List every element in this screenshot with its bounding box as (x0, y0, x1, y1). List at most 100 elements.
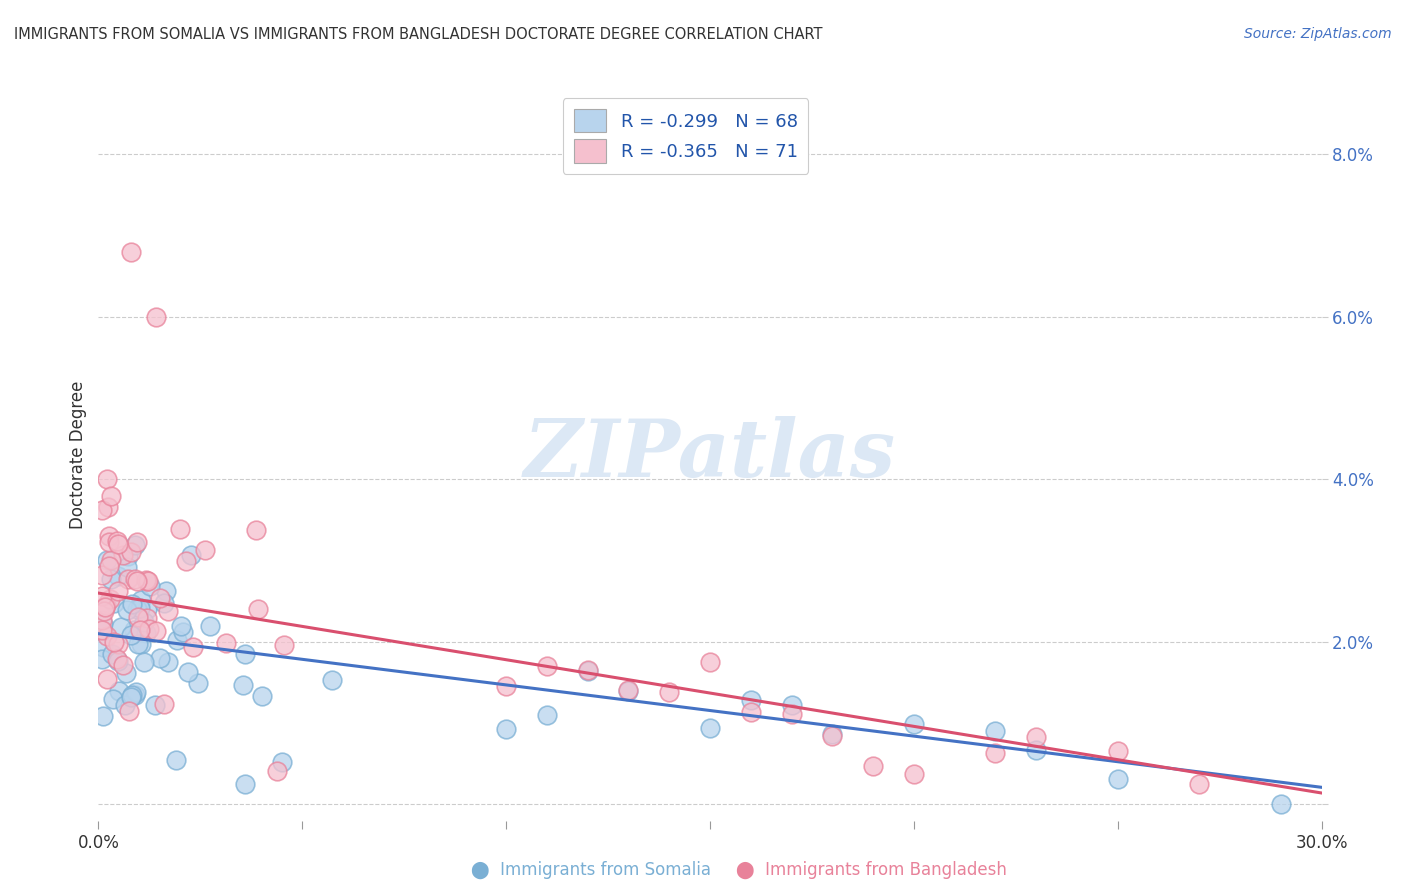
Point (91, 613, 114, 627)
Point (115, 603, 138, 617)
Point (246, 602, 269, 616)
Point (172, 625, 194, 640)
Point (91, 708, 114, 723)
Text: ⬤  Immigrants from Somalia: ⬤ Immigrants from Somalia (471, 861, 710, 879)
Point (107, 537, 129, 551)
Point (699, 655, 721, 669)
Point (139, 579, 162, 593)
Point (91, 568, 114, 582)
Point (135, 611, 157, 625)
Point (740, 706, 762, 720)
Point (111, 658, 134, 673)
Point (120, 244, 142, 259)
Point (117, 549, 139, 563)
Text: ⬤  Immigrants from Bangladesh: ⬤ Immigrants from Bangladesh (737, 861, 1007, 879)
Text: ZIPatlas: ZIPatlas (524, 417, 896, 493)
Point (121, 597, 143, 611)
Point (93, 604, 115, 618)
Point (177, 665, 200, 679)
Point (125, 535, 148, 549)
Point (120, 545, 142, 559)
Point (321, 673, 343, 687)
Point (658, 684, 681, 698)
Point (129, 592, 152, 607)
Point (266, 764, 288, 779)
Point (187, 676, 209, 690)
Point (821, 727, 844, 741)
Point (128, 601, 150, 615)
Point (96, 598, 118, 612)
Point (740, 693, 762, 707)
Point (617, 683, 640, 698)
Y-axis label: Doctorate Degree: Doctorate Degree (69, 381, 87, 529)
Point (110, 620, 132, 634)
Point (115, 560, 138, 574)
Point (135, 625, 157, 640)
Point (903, 767, 925, 781)
Point (124, 572, 146, 586)
Point (250, 689, 273, 703)
Point (107, 569, 129, 583)
Point (103, 634, 125, 648)
Point (122, 623, 145, 637)
Point (132, 615, 155, 629)
Point (138, 622, 160, 636)
Point (233, 776, 256, 790)
Point (94, 599, 117, 614)
Point (114, 698, 136, 712)
Text: IMMIGRANTS FROM SOMALIA VS IMMIGRANTS FROM BANGLADESH DOCTORATE DEGREE CORRELATI: IMMIGRANTS FROM SOMALIA VS IMMIGRANTS FR… (14, 27, 823, 42)
Point (118, 704, 141, 718)
Point (165, 753, 187, 767)
Point (232, 677, 254, 691)
Point (120, 690, 142, 705)
Point (148, 591, 170, 605)
Point (984, 747, 1007, 761)
Point (170, 618, 193, 632)
Point (156, 655, 179, 669)
Point (91, 589, 114, 603)
Legend: R = -0.299   N = 68, R = -0.365   N = 71: R = -0.299 N = 68, R = -0.365 N = 71 (562, 98, 808, 174)
Point (180, 549, 202, 563)
Point (1025, 730, 1047, 744)
Point (1025, 743, 1047, 757)
Point (100, 489, 122, 503)
Point (1107, 772, 1129, 786)
Point (112, 548, 135, 562)
Point (273, 638, 295, 652)
Point (127, 637, 149, 651)
Point (149, 651, 172, 665)
Point (107, 654, 129, 668)
Point (536, 708, 558, 723)
Point (780, 698, 803, 712)
Point (145, 310, 167, 324)
Text: Source: ZipAtlas.com: Source: ZipAtlas.com (1244, 27, 1392, 41)
Point (136, 574, 159, 588)
Point (270, 756, 292, 770)
Point (214, 636, 236, 650)
Point (108, 684, 131, 698)
Point (169, 522, 191, 536)
Point (100, 553, 122, 567)
Point (129, 637, 152, 651)
Point (91, 502, 114, 516)
Point (105, 533, 128, 548)
Point (143, 698, 166, 713)
Point (699, 721, 721, 735)
Point (617, 684, 640, 698)
Point (495, 679, 517, 693)
Point (125, 602, 148, 616)
Point (120, 628, 142, 642)
Point (174, 554, 197, 568)
Point (1188, 777, 1211, 791)
Point (152, 697, 174, 711)
Point (136, 574, 159, 589)
Point (98, 534, 121, 549)
Point (105, 652, 128, 666)
Point (821, 729, 844, 743)
Point (98, 529, 121, 543)
Point (103, 596, 125, 610)
Point (984, 723, 1007, 738)
Point (194, 543, 217, 558)
Point (198, 618, 221, 632)
Point (780, 706, 803, 721)
